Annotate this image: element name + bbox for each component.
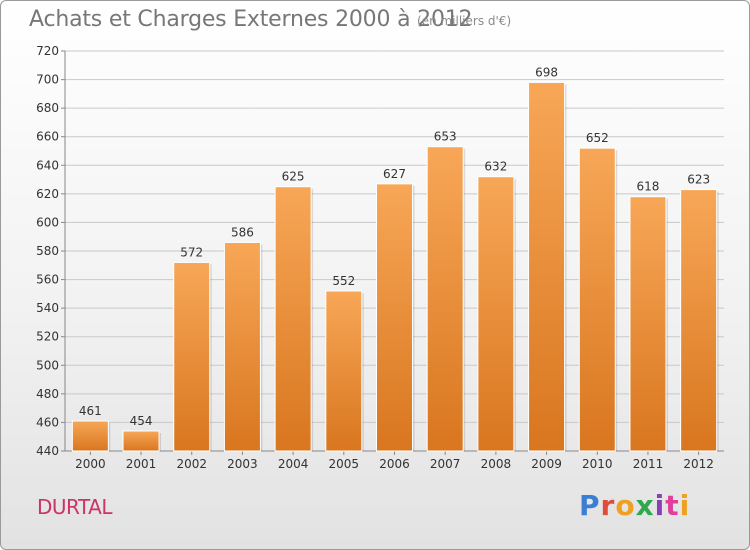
chart-title: Achats et Charges Externes 2000 à 2012	[29, 7, 473, 32]
bar	[122, 430, 160, 452]
bar	[578, 147, 616, 452]
bar	[426, 146, 464, 452]
x-tick-label: 2000	[75, 457, 106, 471]
bar	[325, 290, 363, 452]
data-label: 653	[434, 130, 457, 144]
data-label: 698	[535, 65, 558, 79]
y-tick-label: 660	[36, 130, 59, 144]
y-tick-label: 600	[36, 215, 59, 229]
y-tick-label: 480	[36, 387, 59, 401]
logo-letter: i	[654, 489, 666, 522]
chart-subtitle: (en milliers d'€)	[417, 14, 512, 28]
logo-letter: x	[635, 489, 655, 522]
x-tick-label: 2010	[582, 457, 613, 471]
y-tick-label: 520	[36, 330, 59, 344]
logo-letter: i	[679, 489, 691, 522]
data-label: 627	[383, 167, 406, 181]
x-tick-label: 2006	[379, 457, 410, 471]
logo-letter: t	[665, 489, 680, 522]
logo-letter: P	[579, 489, 601, 522]
data-label: 652	[586, 131, 609, 145]
data-label: 632	[484, 160, 507, 174]
bar	[173, 261, 211, 452]
y-tick-label: 720	[36, 44, 59, 58]
y-tick-label: 640	[36, 158, 59, 172]
data-label: 623	[687, 173, 710, 187]
bar	[528, 81, 566, 452]
x-tick-label: 2002	[176, 457, 207, 471]
data-label: 618	[637, 180, 660, 194]
x-tick-label: 2003	[227, 457, 258, 471]
data-label: 552	[332, 274, 355, 288]
x-tick-label: 2004	[278, 457, 309, 471]
y-tick-label: 560	[36, 273, 59, 287]
place-name: DURTAL	[37, 495, 112, 519]
logo-letter: o	[615, 489, 636, 522]
y-tick-label: 540	[36, 301, 59, 315]
y-tick-label: 580	[36, 244, 59, 258]
bar	[376, 183, 413, 452]
x-tick-label: 2001	[126, 457, 157, 471]
axis-layer: 440 460 480 500 520 540 560 580 600 620 640 660 680 7…	[36, 44, 724, 471]
bar	[477, 176, 515, 452]
data-label: 586	[231, 225, 254, 239]
bar-layer	[71, 81, 719, 452]
data-label: 572	[180, 245, 203, 259]
bar	[274, 186, 312, 452]
y-tick-label: 700	[36, 73, 59, 87]
proxiti-logo: Proxiti	[579, 489, 690, 522]
bar	[71, 420, 109, 452]
x-tick-label: 2012	[683, 457, 714, 471]
label-layer: 461 454 572 586 625 552 627 653 632 698 652 618 623	[79, 65, 710, 428]
x-tick-label: 2008	[481, 457, 512, 471]
y-tick-label: 460	[36, 415, 59, 429]
x-tick-label: 2009	[531, 457, 562, 471]
bar	[680, 189, 718, 452]
x-tick-label: 2005	[329, 457, 360, 471]
data-label: 461	[79, 404, 102, 418]
y-tick-label: 620	[36, 187, 59, 201]
x-tick-label: 2011	[633, 457, 664, 471]
y-tick-label: 440	[36, 444, 59, 458]
data-label: 454	[130, 414, 153, 428]
logo-letter: r	[600, 489, 616, 522]
bar	[629, 196, 667, 452]
x-tick-label: 2007	[430, 457, 461, 471]
y-tick-label: 680	[36, 101, 59, 115]
y-tick-label: 500	[36, 358, 59, 372]
data-label: 625	[282, 170, 305, 184]
bar	[223, 241, 261, 452]
